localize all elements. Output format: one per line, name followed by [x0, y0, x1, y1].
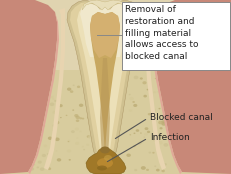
Ellipse shape: [129, 134, 131, 135]
Ellipse shape: [13, 167, 18, 170]
Ellipse shape: [152, 91, 155, 93]
Ellipse shape: [148, 84, 151, 86]
Ellipse shape: [89, 86, 92, 89]
Ellipse shape: [19, 163, 23, 166]
Ellipse shape: [55, 137, 59, 141]
Ellipse shape: [161, 122, 165, 126]
Ellipse shape: [40, 132, 42, 133]
Polygon shape: [144, 8, 165, 170]
Ellipse shape: [158, 121, 162, 124]
Ellipse shape: [165, 103, 169, 106]
Ellipse shape: [7, 164, 9, 165]
Ellipse shape: [133, 133, 135, 134]
Ellipse shape: [49, 102, 54, 106]
Ellipse shape: [152, 109, 155, 111]
Ellipse shape: [161, 120, 165, 123]
Polygon shape: [67, 0, 142, 174]
Ellipse shape: [35, 77, 38, 79]
Ellipse shape: [76, 137, 78, 139]
Ellipse shape: [84, 160, 88, 163]
Ellipse shape: [37, 161, 42, 164]
Ellipse shape: [167, 88, 170, 90]
Ellipse shape: [126, 153, 130, 157]
Ellipse shape: [38, 88, 40, 90]
Ellipse shape: [167, 101, 171, 105]
Polygon shape: [28, 0, 59, 174]
Ellipse shape: [158, 141, 162, 144]
Ellipse shape: [88, 136, 92, 139]
Ellipse shape: [111, 143, 116, 147]
Ellipse shape: [146, 89, 148, 90]
Ellipse shape: [67, 141, 69, 142]
Ellipse shape: [75, 142, 79, 145]
Ellipse shape: [42, 83, 46, 86]
Ellipse shape: [67, 149, 71, 153]
Ellipse shape: [36, 167, 39, 168]
Ellipse shape: [104, 136, 108, 139]
Ellipse shape: [93, 85, 95, 86]
Ellipse shape: [30, 87, 33, 90]
Ellipse shape: [133, 76, 138, 79]
Ellipse shape: [138, 140, 143, 143]
Ellipse shape: [102, 118, 105, 120]
Ellipse shape: [139, 77, 142, 80]
Ellipse shape: [153, 130, 155, 131]
Ellipse shape: [101, 87, 105, 90]
Polygon shape: [44, 8, 65, 170]
Ellipse shape: [50, 96, 54, 98]
Ellipse shape: [143, 95, 146, 97]
Polygon shape: [86, 148, 125, 174]
Ellipse shape: [158, 108, 160, 109]
Ellipse shape: [163, 143, 168, 147]
Ellipse shape: [58, 104, 62, 107]
Ellipse shape: [132, 101, 134, 103]
Ellipse shape: [163, 163, 166, 166]
Ellipse shape: [148, 152, 151, 154]
Ellipse shape: [156, 91, 158, 93]
Ellipse shape: [145, 169, 148, 171]
Ellipse shape: [60, 117, 61, 118]
Ellipse shape: [43, 125, 45, 126]
Text: Blocked canal: Blocked canal: [149, 113, 212, 122]
Ellipse shape: [86, 144, 89, 146]
Ellipse shape: [98, 132, 101, 135]
Ellipse shape: [146, 131, 150, 133]
Ellipse shape: [94, 161, 99, 164]
Ellipse shape: [91, 125, 94, 128]
Ellipse shape: [10, 168, 15, 171]
Ellipse shape: [82, 146, 83, 147]
Ellipse shape: [97, 165, 106, 171]
Polygon shape: [70, 2, 139, 173]
Ellipse shape: [147, 113, 150, 115]
Ellipse shape: [143, 137, 144, 138]
Text: Removal of
restoration and
filling material
allows access to
blocked canal: Removal of restoration and filling mater…: [125, 5, 198, 61]
Ellipse shape: [134, 169, 137, 171]
Polygon shape: [77, 5, 132, 172]
Ellipse shape: [155, 169, 159, 171]
Ellipse shape: [48, 137, 52, 140]
Text: Infection: Infection: [149, 133, 189, 143]
Ellipse shape: [152, 139, 157, 142]
Ellipse shape: [71, 130, 74, 133]
Ellipse shape: [87, 116, 91, 119]
Ellipse shape: [128, 94, 130, 95]
Ellipse shape: [79, 117, 82, 119]
Ellipse shape: [93, 135, 97, 138]
Ellipse shape: [74, 127, 79, 131]
Ellipse shape: [151, 120, 155, 123]
Ellipse shape: [33, 155, 35, 157]
Ellipse shape: [43, 144, 47, 147]
Ellipse shape: [77, 86, 80, 88]
Ellipse shape: [140, 132, 141, 134]
Ellipse shape: [103, 155, 112, 161]
Ellipse shape: [68, 159, 70, 161]
Ellipse shape: [148, 90, 150, 92]
Ellipse shape: [55, 150, 57, 152]
Ellipse shape: [70, 90, 73, 93]
Ellipse shape: [5, 115, 9, 119]
Ellipse shape: [15, 166, 20, 170]
Ellipse shape: [129, 97, 133, 100]
Ellipse shape: [104, 97, 106, 98]
Ellipse shape: [154, 78, 156, 79]
